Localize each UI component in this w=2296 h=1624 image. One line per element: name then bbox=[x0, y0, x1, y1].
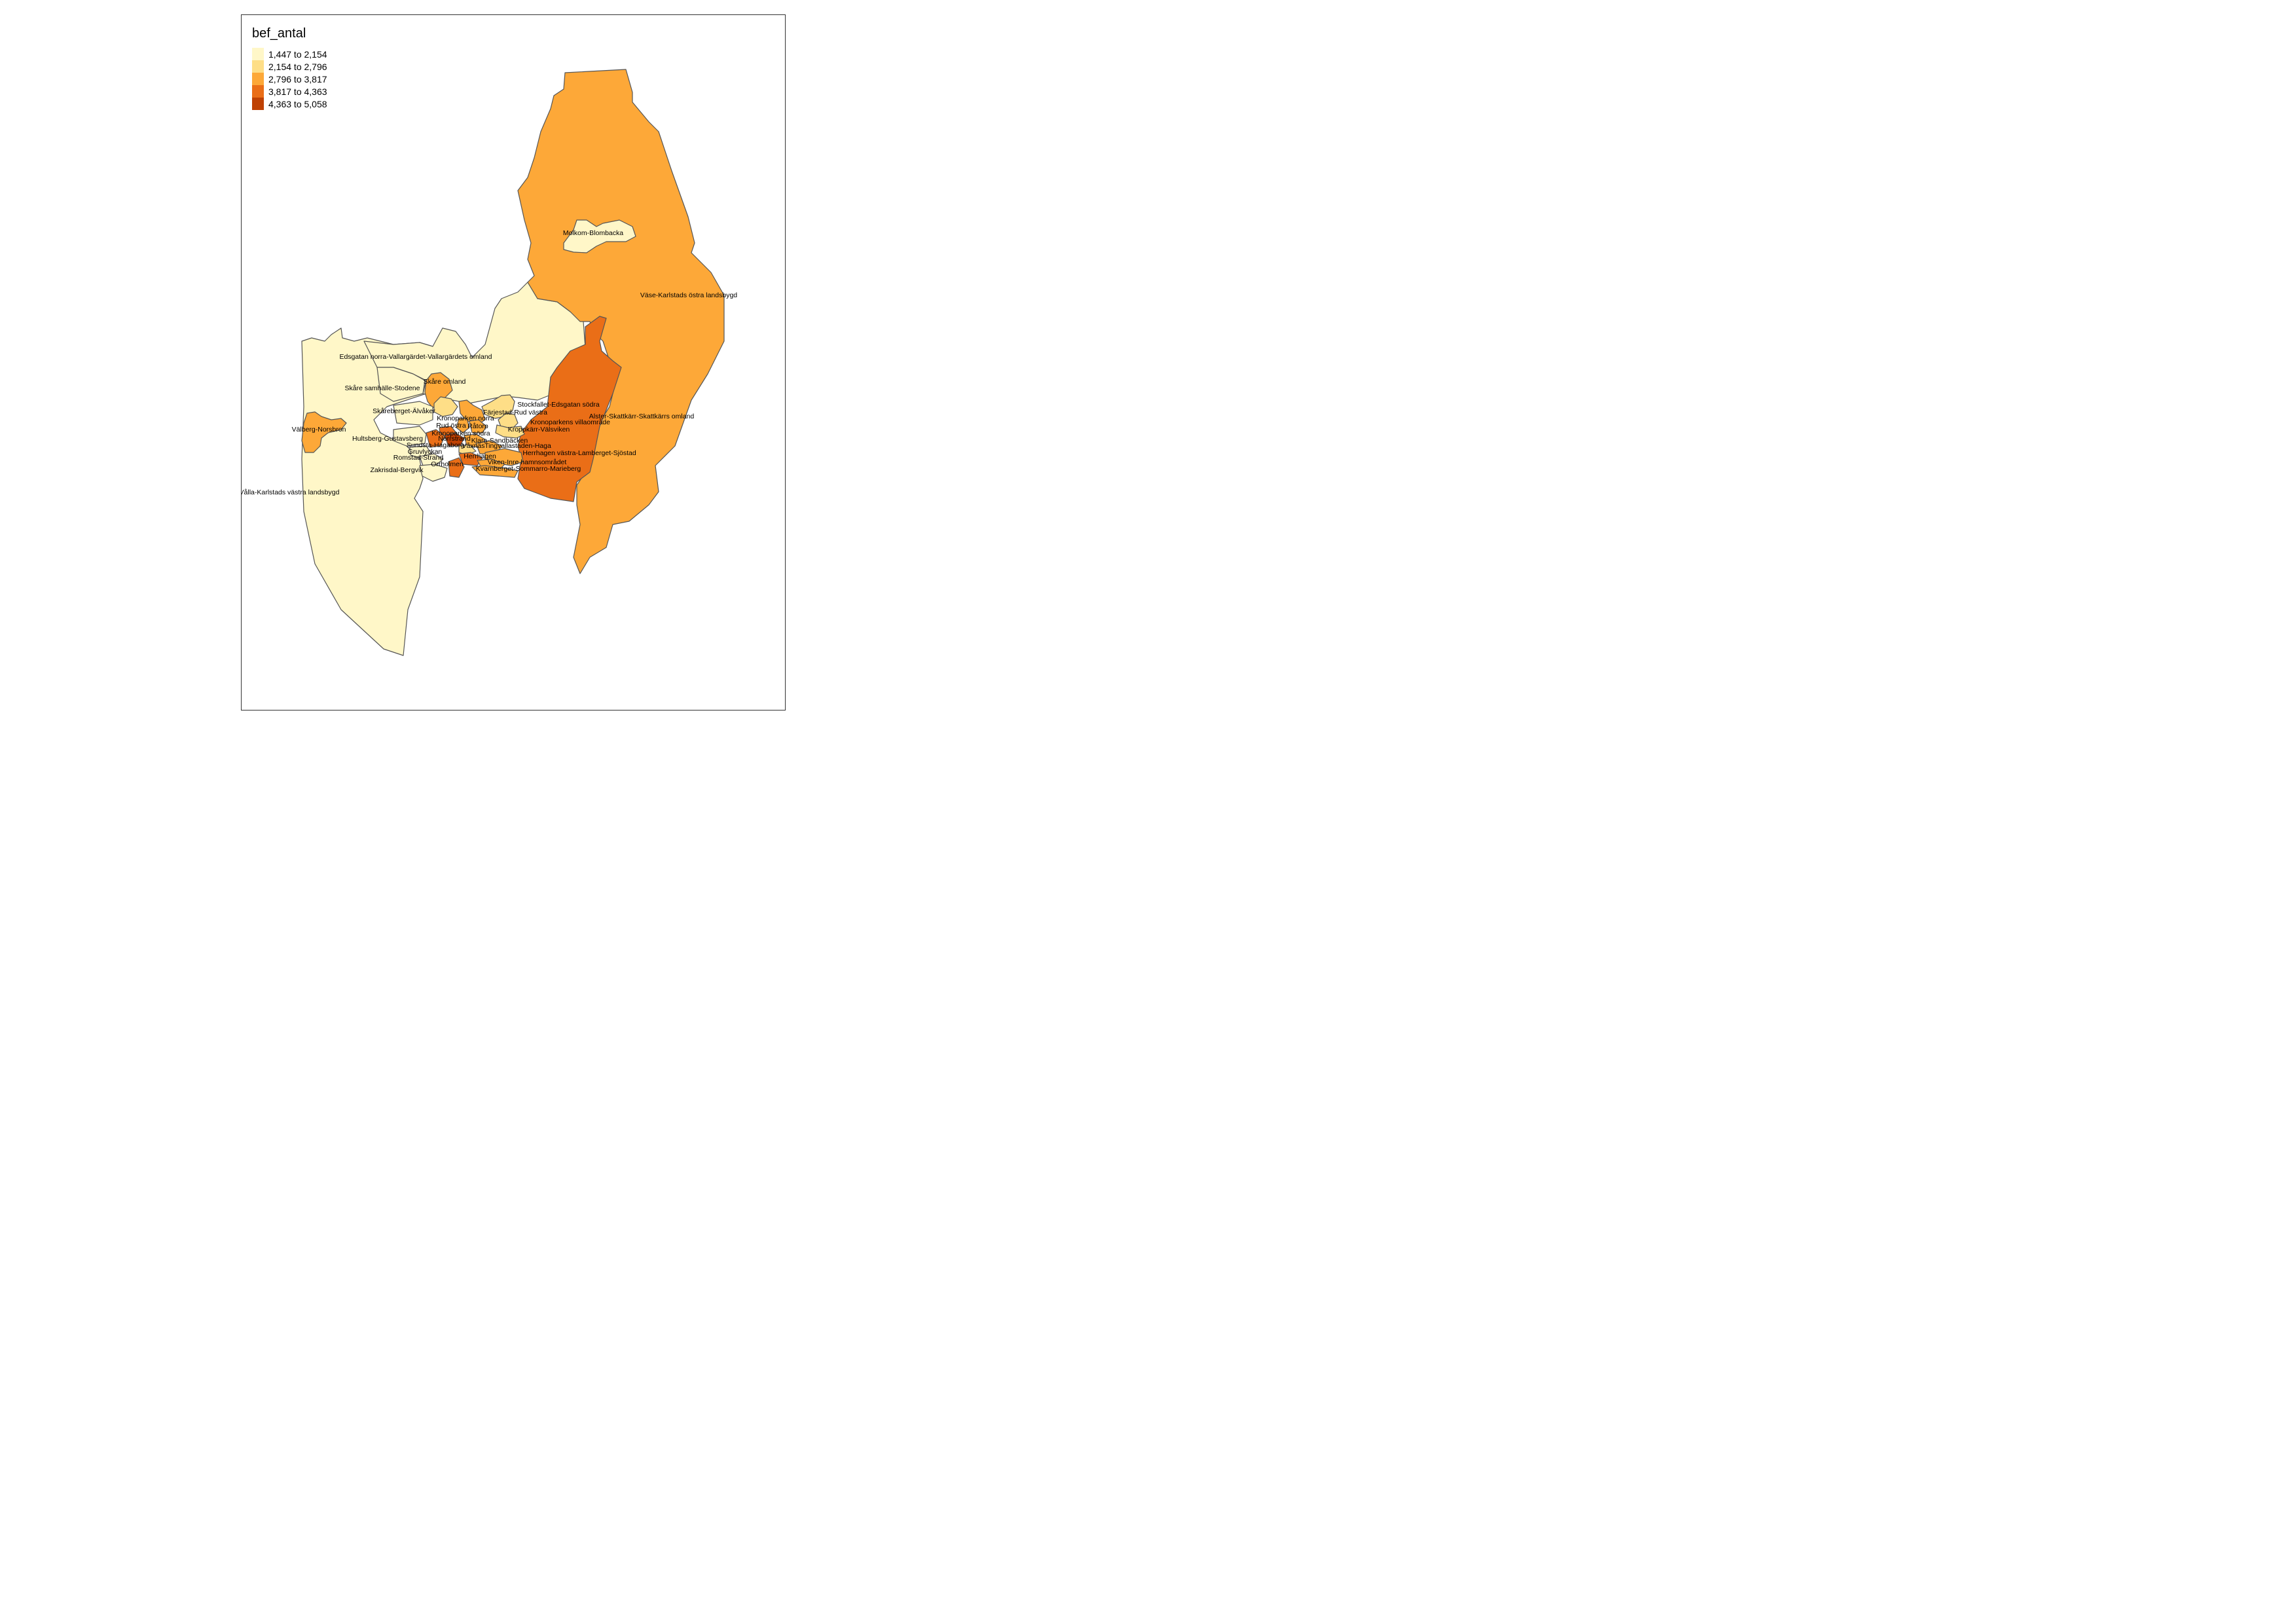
map-panel: Vålla-Karlstads västra landsbygd Edsgata… bbox=[241, 14, 786, 710]
region-valberg-norsbron[interactable]: Välberg-Norsbron bbox=[301, 411, 347, 453]
region-skare-omland[interactable]: Skåre omland bbox=[424, 372, 453, 409]
label-romstad-strand: Romstad-Strand bbox=[393, 454, 444, 462]
region-alster-skattkarr[interactable]: Alster-Skattkärr-Skattkärrs omland bbox=[517, 316, 622, 502]
label-skare-samhalle-stodene: Skåre samhälle-Stodene bbox=[345, 384, 420, 392]
label-kvarnberget-sommarro-marieberg: Kvarnberget-Sommarro-Marieberg bbox=[476, 465, 581, 473]
label-vase-karlstads-ostra-landsbygd: Väse-Karlstads östra landsbygd bbox=[640, 291, 737, 299]
legend-label: 2,154 to 2,796 bbox=[268, 61, 327, 72]
legend-title: bef_antal bbox=[252, 26, 306, 41]
legend-label: 3,817 to 4,363 bbox=[268, 86, 327, 97]
label-skare-omland: Skåre omland bbox=[424, 378, 466, 386]
label-viken-inre-hamnsomradet: Viken-Inre hamnsområdet bbox=[488, 458, 567, 466]
label-stockfallet-edsgatan-sodra: Stockfallet-Edsgatan södra bbox=[517, 401, 600, 409]
label-sundsta-hagaborg: Sundsta-Hagaborg bbox=[407, 441, 464, 449]
label-farjestad-rud-vastra: Färjestad-Rud västra bbox=[483, 409, 547, 416]
legend-label: 1,447 to 2,154 bbox=[268, 48, 327, 60]
label-edsgatan-norra-vallargardet: Edsgatan norra-Vallargärdet-Vallargärdet… bbox=[339, 353, 492, 361]
choropleth-map[interactable]: Vålla-Karlstads västra landsbygd Edsgata… bbox=[242, 15, 786, 710]
label-kronoparkens-villaomrade: Kronoparkens villaområde bbox=[530, 418, 610, 426]
label-herrhagen-vastra-lamberget: Herrhagen västra-Lamberget-Sjöstad bbox=[522, 449, 636, 457]
region-hultsberg-gustavsberg[interactable]: Hultsberg-Gustavsberg bbox=[393, 426, 427, 447]
region-molkom-blombacka[interactable]: Molkom-Blombacka bbox=[563, 219, 636, 253]
region-orrholmen[interactable]: Orrholmen bbox=[448, 457, 465, 478]
legend-swatch bbox=[252, 73, 264, 85]
legend-entry: 1,447 to 2,154 bbox=[252, 48, 327, 60]
legend-label: 4,363 to 5,058 bbox=[268, 98, 327, 109]
label-skareberget-alvaker: Skåreberget-Älvåker bbox=[373, 407, 435, 415]
label-gruvlyckan: Gruvlyckan bbox=[408, 448, 443, 456]
label-klara-sandbacken: Klara-Sandbäcken bbox=[471, 437, 528, 445]
legend-swatch bbox=[252, 48, 264, 60]
label-valla-karlstads-vastra-landsbygd: Vålla-Karlstads västra landsbygd bbox=[242, 489, 340, 496]
region-stockfallet-edsgatan-sodra[interactable]: Stockfallet-Edsgatan södra bbox=[481, 394, 515, 419]
label-orrholmen: Orrholmen bbox=[431, 460, 464, 468]
legend-entry: 3,817 to 4,363 bbox=[252, 85, 327, 98]
label-norrstrand: Norrstrand bbox=[438, 435, 471, 443]
region-vase-karlstads-ostra-landsbygd[interactable]: Väse-Karlstads östra landsbygd bbox=[517, 69, 725, 574]
region-kvarnberget-sommarro-marieberg[interactable]: Kvarnberget-Sommarro-Marieberg bbox=[471, 465, 519, 478]
label-zakrisdal-bergvik: Zakrisdal-Bergvik bbox=[370, 466, 424, 474]
legend-entry: 2,154 to 2,796 bbox=[252, 60, 327, 73]
label-hultsberg-gustavsberg: Hultsberg-Gustavsberg bbox=[352, 435, 423, 443]
legend-swatch bbox=[252, 60, 264, 73]
legend-entry: 4,363 to 5,058 bbox=[252, 98, 327, 110]
legend-label: 2,796 to 3,817 bbox=[268, 73, 327, 84]
region-norrstrand[interactable]: Norrstrand bbox=[444, 432, 465, 447]
label-vaxnas: Våxnäs bbox=[462, 442, 484, 450]
map-legend: bef_antal 1,447 to 2,154 2,154 to 2,796 … bbox=[252, 26, 327, 110]
label-ratorp: Råtorp bbox=[467, 422, 488, 430]
label-kronoparken-sodra: Kronoparken södra bbox=[431, 430, 490, 437]
region-valla-karlstads-vastra-landsbygd[interactable]: Vålla-Karlstads västra landsbygd bbox=[301, 327, 433, 656]
label-alster-skattkarr: Alster-Skattkärr-Skattkärrs omland bbox=[589, 413, 695, 420]
region-skareberget-alvaker[interactable]: Skåreberget-Älvåker bbox=[393, 401, 433, 426]
region-ratorp[interactable]: Råtorp bbox=[469, 419, 487, 434]
region-sundsta-hagaborg[interactable]: Sundsta-Hagaborg bbox=[426, 429, 445, 448]
label-tingvallastaden-haga: Tingvallastaden-Haga bbox=[484, 442, 551, 450]
legend-entry: 2,796 to 3,817 bbox=[252, 73, 327, 85]
label-herrhagen: Herrhagen bbox=[464, 452, 496, 460]
region-rud-ostra[interactable]: Rud östra bbox=[456, 418, 470, 434]
legend-swatch bbox=[252, 98, 264, 110]
label-kronoparken-norra: Kronoparken norra bbox=[437, 415, 494, 422]
region-kroppkarr-valsviken[interactable]: Kroppkärr-Välsviken bbox=[495, 424, 525, 439]
region-romstad-strand[interactable]: Romstad-Strand bbox=[419, 453, 444, 466]
label-rud-ostra: Rud östra bbox=[436, 422, 466, 430]
label-valberg-norsbron: Välberg-Norsbron bbox=[292, 426, 346, 434]
label-molkom-blombacka: Molkom-Blombacka bbox=[563, 229, 623, 237]
region-zakrisdal-bergvik[interactable]: Zakrisdal-Bergvik bbox=[419, 464, 448, 482]
region-kronoparken-norra[interactable]: Kronoparken norra bbox=[433, 396, 458, 417]
label-kroppkarr-valsviken: Kroppkärr-Välsviken bbox=[508, 426, 570, 434]
legend-swatch bbox=[252, 85, 264, 98]
region-skare-samhalle-stodene[interactable]: Skåre samhälle-Stodene bbox=[376, 367, 426, 402]
